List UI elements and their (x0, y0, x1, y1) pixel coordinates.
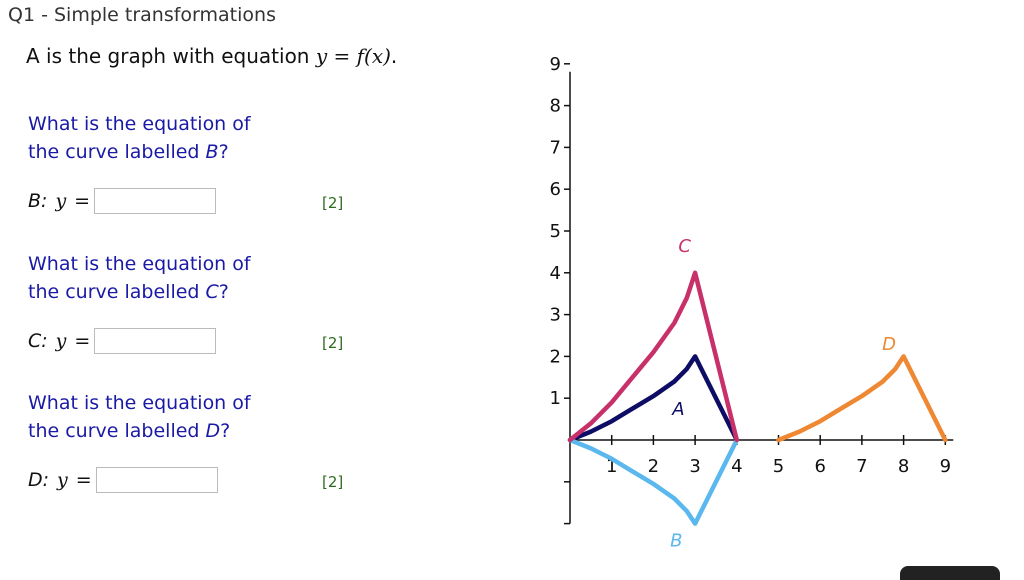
question-b-line1: What is the equation of (28, 113, 251, 135)
y-tick-label: 7 (550, 137, 561, 158)
y-tick-label: 8 (550, 96, 561, 117)
curve-b (567, 437, 740, 526)
answer-b-eq: = (74, 190, 91, 212)
answer-d-var: y (57, 469, 68, 491)
curve-a (567, 354, 740, 443)
curve-label-d: D (882, 334, 896, 355)
curve-label-b: B (670, 531, 682, 552)
x-tick-label: 3 (689, 456, 700, 477)
question-d-suffix: ? (220, 420, 231, 442)
question-d-curve: D (205, 420, 221, 442)
y-tick-label: 3 (550, 305, 561, 326)
question-d-line2: the curve labelled D? (28, 417, 251, 445)
y-tick-label: 5 (550, 221, 561, 242)
question-c-suffix: ? (218, 281, 229, 303)
question-d-prefix: the curve labelled (28, 420, 206, 442)
intro-text: A is the graph with equation (26, 44, 310, 68)
x-tick-label: 5 (773, 456, 784, 477)
x-tick-label: 2 (648, 456, 659, 477)
question-intro: A is the graph with equation y = f(x). (26, 44, 397, 68)
question-d: What is the equation of the curve labell… (28, 389, 251, 445)
curve-label-a: A (671, 399, 684, 420)
curve-c (567, 270, 740, 443)
y-tick-label: 2 (550, 346, 561, 367)
question-c-line2: the curve labelled C? (28, 278, 251, 306)
answer-c-label: C: (28, 330, 48, 352)
question-b: What is the equation of the curve labell… (28, 110, 251, 166)
answer-c-eq: = (74, 330, 91, 352)
question-d-line1: What is the equation of (28, 392, 251, 414)
x-tick-label: 6 (814, 456, 825, 477)
answer-d-label: D: (28, 469, 50, 491)
curve-d (776, 354, 948, 443)
question-b-suffix: ? (218, 141, 229, 163)
answer-row-b: B: y = (28, 188, 217, 214)
question-b-prefix: the curve labelled (28, 141, 206, 163)
intro-period: . (390, 44, 398, 68)
question-c-prefix: the curve labelled (28, 281, 206, 303)
x-tick-label: 8 (898, 456, 909, 477)
y-tick-label: 4 (550, 263, 561, 284)
answer-c-input[interactable] (94, 328, 217, 354)
answer-b-label: B: (28, 190, 48, 212)
x-tick-label: 4 (731, 456, 742, 477)
marks-d: [2] (322, 473, 344, 491)
answer-c-var: y (55, 330, 67, 352)
y-tick-label: 6 (550, 179, 561, 200)
question-c-curve: C (205, 281, 219, 303)
y-tick-label: 1 (550, 388, 561, 409)
marks-c: [2] (322, 334, 344, 352)
next-button[interactable] (900, 566, 1000, 580)
answer-b-input[interactable] (94, 188, 217, 214)
question-c: What is the equation of the curve labell… (28, 250, 251, 306)
answer-d-input[interactable] (95, 467, 218, 493)
x-tick-label: 7 (856, 456, 867, 477)
page-title: Q1 - Simple transformations (8, 4, 276, 26)
marks-b: [2] (322, 194, 344, 212)
question-b-line2: the curve labelled B? (28, 138, 251, 166)
answer-row-c: C: y = (28, 328, 217, 354)
question-b-curve: B (205, 141, 219, 163)
y-tick-label: 9 (550, 54, 561, 75)
x-tick-label: 9 (940, 456, 951, 477)
curve-label-c: C (678, 236, 691, 257)
intro-equation: y = f(x) (315, 44, 391, 68)
answer-row-d: D: y = (28, 467, 218, 493)
question-c-line1: What is the equation of (28, 253, 251, 275)
answer-d-eq: = (75, 469, 92, 491)
x-tick-label: 1 (606, 456, 617, 477)
answer-b-var: y (55, 190, 67, 212)
